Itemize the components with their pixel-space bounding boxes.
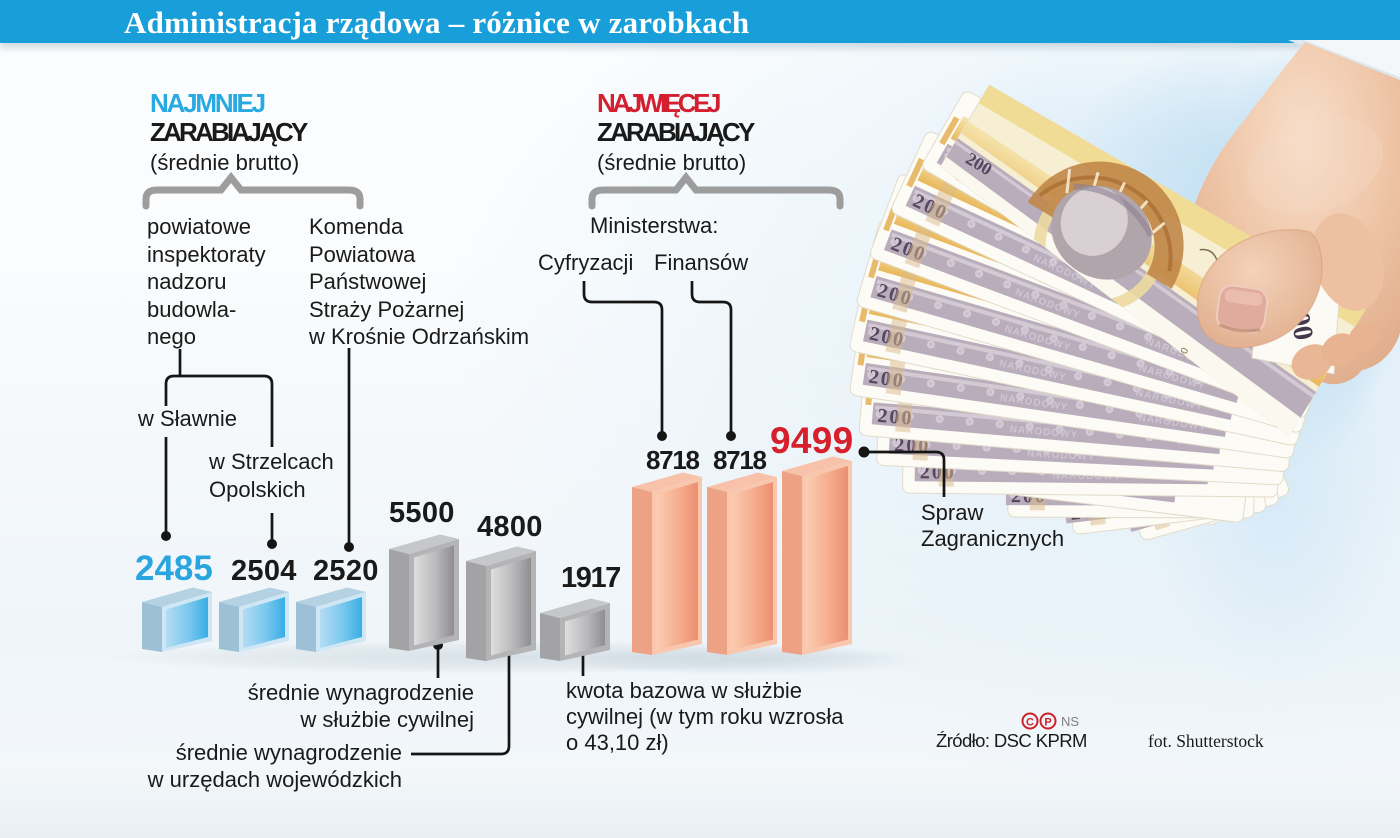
svg-text:C: C	[1026, 717, 1034, 729]
svg-text:P: P	[1044, 717, 1051, 729]
svg-text:NARODOWY: NARODOWY	[1053, 471, 1122, 483]
